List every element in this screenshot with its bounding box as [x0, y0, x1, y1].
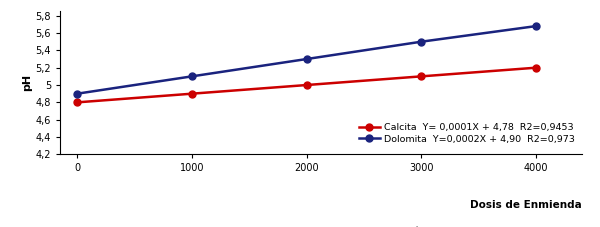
Dolomita  Y=0,0002X + 4,90  R2=0,973	[533, 25, 540, 27]
Dolomita  Y=0,0002X + 4,90  R2=0,973	[418, 40, 425, 43]
Calcita  Y= 0,0001X + 4,78  R2=0,9453	[418, 75, 425, 78]
Dolomita  Y=0,0002X + 4,90  R2=0,973	[74, 92, 81, 95]
Calcita  Y= 0,0001X + 4,78  R2=0,9453	[188, 92, 196, 95]
Calcita  Y= 0,0001X + 4,78  R2=0,9453	[303, 84, 310, 86]
Y-axis label: pH: pH	[23, 74, 32, 91]
Calcita  Y= 0,0001X + 4,78  R2=0,9453	[74, 101, 81, 104]
Line: Calcita  Y= 0,0001X + 4,78  R2=0,9453: Calcita Y= 0,0001X + 4,78 R2=0,9453	[74, 64, 539, 106]
Calcita  Y= 0,0001X + 4,78  R2=0,9453	[533, 66, 540, 69]
Dolomita  Y=0,0002X + 4,90  R2=0,973	[303, 58, 310, 60]
Dolomita  Y=0,0002X + 4,90  R2=0,973	[188, 75, 196, 78]
Legend: Calcita  Y= 0,0001X + 4,78  R2=0,9453, Dolomita  Y=0,0002X + 4,90  R2=0,973: Calcita Y= 0,0001X + 4,78 R2=0,9453, Dol…	[356, 120, 577, 147]
Text: Dosis de Enmienda: Dosis de Enmienda	[470, 200, 582, 210]
Line: Dolomita  Y=0,0002X + 4,90  R2=0,973: Dolomita Y=0,0002X + 4,90 R2=0,973	[74, 23, 539, 97]
